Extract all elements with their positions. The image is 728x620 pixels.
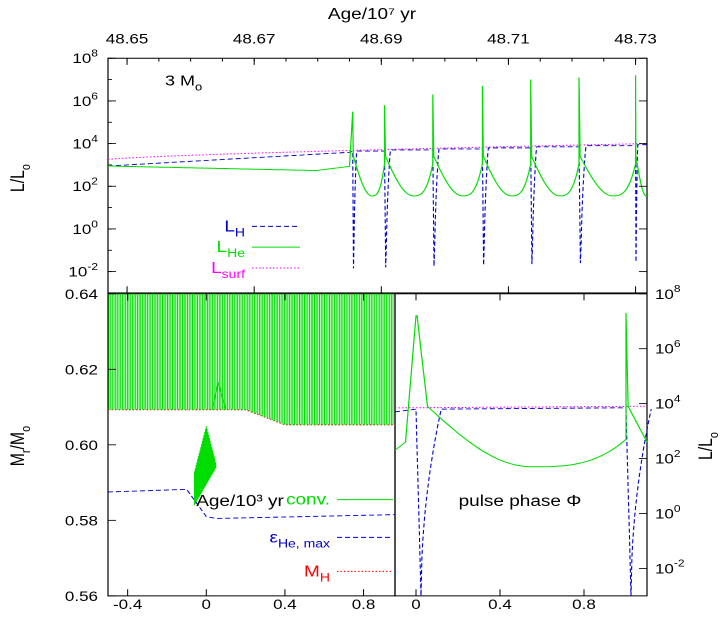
- top-y-tick-label: 100: [72, 219, 98, 237]
- br-x-tick-label: 0: [411, 597, 421, 612]
- top-legend-label: LH: [224, 217, 245, 239]
- bl-legend-label: εHe, max: [269, 528, 330, 550]
- br-l-surf-line: [395, 405, 645, 409]
- bl-y-tick-label: 0.64: [65, 287, 98, 302]
- bottom-right-lines: [394, 312, 652, 596]
- br-y-tick-label: 106: [655, 339, 681, 357]
- bl-y-tick-label: 0.62: [65, 363, 98, 378]
- top-legend-label: LHe: [217, 238, 245, 260]
- l-surf-line: [107, 143, 646, 161]
- top-x-tick-label: 48.67: [233, 32, 276, 47]
- bl-x-tick-label: -0.4: [113, 597, 143, 612]
- bottom-right-frame: [394, 293, 648, 597]
- m-h-line: [108, 409, 395, 426]
- br-y-tick-label: 108: [655, 284, 681, 302]
- bl-x-tick-label: 0.4: [273, 597, 297, 612]
- top-y-tick-label: 108: [72, 48, 98, 66]
- bl-y-tick-label: 0.58: [65, 514, 98, 529]
- top-y-tick-label: 106: [72, 91, 98, 109]
- br-l-h-line: [394, 407, 652, 596]
- br-y-tick-label: 100: [655, 504, 681, 522]
- top-y-tick-label: 104: [72, 134, 98, 152]
- top-x-tick-label: 48.71: [487, 32, 530, 47]
- bottom-left-y-axis-title: Mr/Mo: [7, 426, 34, 467]
- top-x-tick-label: 48.73: [614, 32, 657, 47]
- bl-x-tick-label: 0: [202, 597, 212, 612]
- top-plot-frame: [107, 57, 648, 294]
- bl-y-tick-label: 0.60: [65, 438, 98, 453]
- top-y-tick-label: 10-2: [68, 262, 98, 280]
- bl-x-tick-label: 0.8: [352, 597, 376, 612]
- tick-labels: 48.65 48.67 48.69 48.71 48.73 108 106 104 102 100…: [65, 32, 685, 613]
- bottom-right-x-axis-title: pulse phase Φ: [459, 492, 582, 510]
- top-plot-lines: [107, 75, 647, 269]
- bl-legend-label: MH: [304, 562, 330, 584]
- br-x-tick-label: 0.8: [572, 597, 596, 612]
- br-l-he-line: [394, 312, 648, 468]
- br-y-tick-label: 104: [655, 394, 681, 412]
- bl-y-tick-label: 0.56: [65, 589, 98, 604]
- eps-he-max-line: [107, 488, 396, 519]
- bottom-right-y-axis-title: L/Lo: [695, 432, 722, 460]
- convective-pocket-lines: [194, 425, 217, 506]
- top-y-axis-title: L/Lo: [7, 164, 34, 192]
- br-x-tick-label: 0.4: [488, 597, 512, 612]
- bottom-left-lines: [107, 293, 396, 519]
- convective-zone-lines: [108, 293, 394, 425]
- top-y-tick-label: 102: [72, 176, 98, 194]
- top-x-axis-title: Age/10⁷ yr: [328, 5, 416, 23]
- convective-spike-line: [211, 382, 227, 410]
- bl-legend-label: conv.: [286, 490, 330, 508]
- top-x-tick-label: 48.65: [106, 32, 149, 47]
- annotation-3-msun: 3 Mo: [165, 72, 203, 93]
- tick-marks: [108, 57, 647, 597]
- br-y-tick-label: 10-2: [655, 559, 685, 577]
- l-h-line: [107, 144, 647, 269]
- l-he-line: [108, 75, 647, 197]
- bottom-left-x-axis-title: Age/10³ yr: [196, 492, 284, 510]
- top-legend-label: Lsurf: [211, 258, 245, 280]
- top-x-tick-label: 48.69: [360, 32, 403, 47]
- br-y-tick-label: 102: [655, 449, 681, 467]
